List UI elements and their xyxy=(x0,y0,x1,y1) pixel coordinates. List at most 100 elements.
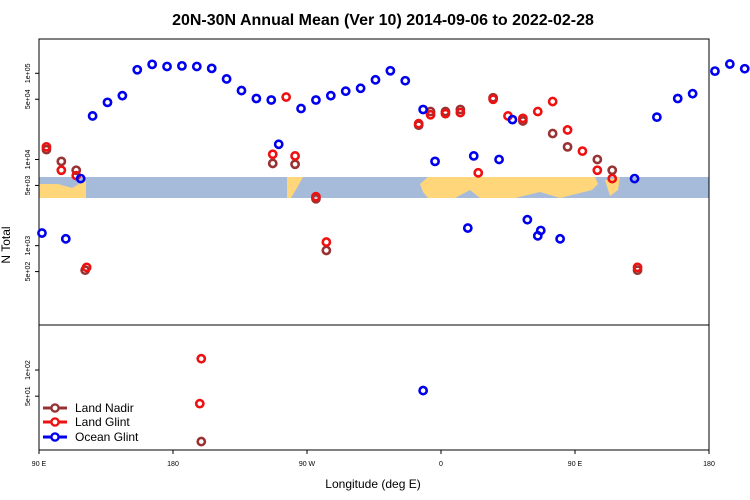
point-land-glint xyxy=(194,398,205,409)
point-land-glint xyxy=(267,149,278,160)
point-land-glint xyxy=(56,165,67,176)
series-ocean-glint xyxy=(37,59,750,396)
point-land-glint xyxy=(592,165,603,176)
point-ocean-glint xyxy=(191,61,202,72)
legend-item-land-glint: Land Glint xyxy=(43,415,130,429)
y-tick-label: 1e+05 xyxy=(25,63,32,83)
point-land-nadir xyxy=(56,156,67,167)
y-tick-label: 5e+01 xyxy=(25,386,32,406)
point-ocean-glint xyxy=(273,139,284,150)
point-ocean-glint xyxy=(236,85,247,96)
y-tick-label: 1e+03 xyxy=(25,236,32,256)
x-axis: 90 E 180 90 W 0 90 E 180 xyxy=(32,450,715,468)
point-land-glint xyxy=(517,113,528,124)
y-tick-label: 1e+02 xyxy=(25,360,32,380)
point-land-glint xyxy=(607,173,618,184)
point-ocean-glint xyxy=(296,103,306,114)
point-land-glint xyxy=(281,92,292,102)
point-land-glint xyxy=(455,107,466,118)
point-land-glint xyxy=(311,191,321,202)
point-land-nadir xyxy=(196,436,207,447)
point-ocean-glint xyxy=(325,90,336,101)
legend-marker-ocean-glint xyxy=(50,432,60,442)
point-ocean-glint xyxy=(418,385,429,396)
y-tick-label: 5e+03 xyxy=(25,175,32,195)
point-land-nadir xyxy=(321,245,332,256)
point-land-nadir xyxy=(592,154,603,165)
point-land-glint xyxy=(81,262,92,273)
point-ocean-glint xyxy=(87,111,98,121)
point-land-glint xyxy=(547,96,558,107)
point-land-glint xyxy=(321,237,332,247)
point-land-glint xyxy=(532,106,543,117)
x-tick-label: 90 E xyxy=(568,461,583,468)
legend-label-land-nadir: Land Nadir xyxy=(75,401,134,415)
point-land-glint xyxy=(196,353,207,364)
point-ocean-glint xyxy=(507,114,518,125)
point-ocean-glint xyxy=(102,97,113,108)
legend-marker-land-glint xyxy=(50,417,60,427)
point-ocean-glint xyxy=(430,156,440,167)
y-tick-label: 1e+04 xyxy=(25,150,32,170)
x-tick-label: 180 xyxy=(167,461,179,468)
point-ocean-glint xyxy=(418,104,429,115)
legend-label-land-glint: Land Glint xyxy=(75,415,130,429)
data-points xyxy=(37,59,750,447)
point-land-nadir xyxy=(562,141,573,152)
point-ocean-glint xyxy=(177,60,187,71)
point-land-nadir xyxy=(290,159,300,170)
point-ocean-glint xyxy=(221,74,232,84)
point-ocean-glint xyxy=(739,63,750,74)
x-tick-label: 0 xyxy=(439,461,443,468)
point-ocean-glint xyxy=(710,66,720,77)
series-land-glint xyxy=(41,92,643,409)
point-ocean-glint xyxy=(132,64,143,75)
point-ocean-glint xyxy=(147,59,158,70)
point-land-nadir xyxy=(607,165,618,176)
point-ocean-glint xyxy=(311,95,321,105)
point-ocean-glint xyxy=(535,225,546,236)
point-ocean-glint xyxy=(251,93,262,104)
point-land-nadir xyxy=(71,165,82,176)
point-ocean-glint xyxy=(687,88,698,99)
point-ocean-glint xyxy=(117,90,128,101)
point-land-glint xyxy=(577,146,588,157)
x-tick-label: 180 xyxy=(703,461,715,468)
point-land-glint xyxy=(41,141,52,152)
map-landmass xyxy=(39,177,620,198)
legend: Land Nadir Land Glint Ocean Glint xyxy=(43,401,139,444)
point-ocean-glint xyxy=(672,93,683,104)
point-ocean-glint xyxy=(724,59,735,69)
legend-item-ocean-glint: Ocean Glint xyxy=(43,430,139,444)
y-axis-label: N Total xyxy=(0,226,13,263)
point-land-nadir xyxy=(267,158,278,169)
world-map-strip xyxy=(39,177,709,198)
point-ocean-glint xyxy=(266,95,277,105)
legend-item-land-nadir: Land Nadir xyxy=(43,401,134,415)
point-ocean-glint xyxy=(468,151,479,161)
point-ocean-glint xyxy=(340,86,351,97)
point-ocean-glint xyxy=(555,233,566,244)
x-tick-label: 90 E xyxy=(32,461,47,468)
point-ocean-glint xyxy=(494,154,504,165)
lower-panel-frame xyxy=(38,324,710,451)
point-land-glint xyxy=(488,94,499,105)
series-land-nadir xyxy=(41,92,643,447)
point-ocean-glint xyxy=(629,173,640,184)
y-axis: 5e+02 1e+03 5e+03 1e+04 5e+04 1e+05 5e+01 1e+02 xyxy=(25,63,39,406)
point-ocean-glint xyxy=(162,61,172,72)
x-tick-label: 90 W xyxy=(299,461,316,468)
point-ocean-glint xyxy=(206,63,217,74)
point-land-glint xyxy=(290,151,300,161)
point-ocean-glint xyxy=(37,228,47,238)
x-axis-label: Longitude (deg E) xyxy=(325,477,420,491)
legend-marker-land-nadir xyxy=(50,403,60,413)
y-tick-label: 5e+04 xyxy=(25,89,32,109)
point-land-glint xyxy=(562,125,573,135)
point-ocean-glint xyxy=(355,83,366,94)
point-land-nadir xyxy=(547,128,558,139)
point-ocean-glint xyxy=(651,112,662,123)
point-ocean-glint xyxy=(385,65,396,76)
legend-label-ocean-glint: Ocean Glint xyxy=(75,430,139,444)
